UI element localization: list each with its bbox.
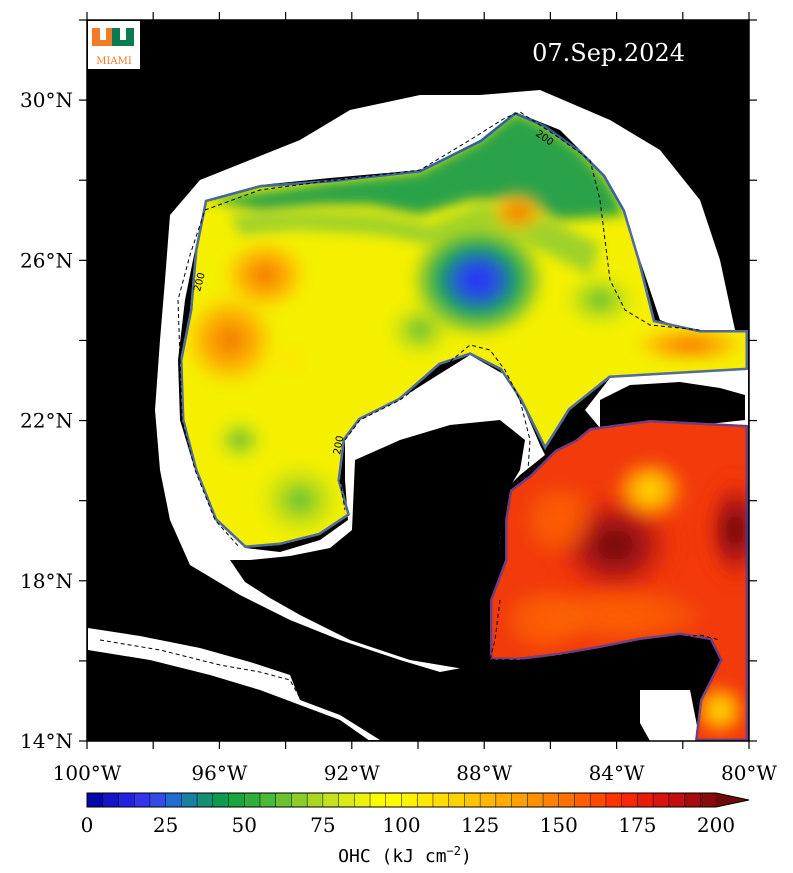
colorbar-tick-labels: 0 25 50 75 100 125 150 175 200 [81,813,735,837]
colorbar-segment [244,793,261,807]
colorbar-segment [165,793,182,807]
colorbar-segment [621,793,638,807]
lon-label: 84°W [589,761,645,785]
axis-ticks [79,12,757,749]
colorbar-segment [432,793,449,807]
latitude-labels: 14°N 18°N 22°N 26°N 30°N [20,88,73,753]
map-plot-area: 200 200 200 200 MIAMI 07.Sep.2024 [87,20,749,741]
colorbar-segment [212,793,229,807]
colorbar-segment [401,793,418,807]
colorbar-segment [684,793,701,807]
contour-label-200-south: 200 [490,658,509,669]
colorbar-title-suffix: ) [461,846,472,867]
colorbar-segment [448,793,465,807]
colorbar-tick-label: 175 [618,813,656,837]
colorbar-segment [558,793,575,807]
colorbar-segment [275,793,292,807]
colorbar-segment [417,793,434,807]
logo-green-shape [112,28,134,46]
colorbar-segment [637,793,654,807]
colorbar-segment [87,793,104,807]
longitude-labels: 100°W 96°W 92°W 88°W 84°W 80°W [53,761,778,785]
lon-label: 96°W [191,761,247,785]
colorbar-segment [668,793,685,807]
colorbar-tick-label: 25 [153,813,178,837]
colorbar-segment [197,793,214,807]
colorbar-segment [574,793,591,807]
colorbar-tick-label: 50 [232,813,257,837]
colorbar-segment [307,793,324,807]
colorbar-extend-arrow [716,793,749,807]
colorbar-title: OHC (kJ cm−2) [338,844,472,867]
colorbar-segment [605,793,622,807]
colorbar-segment [590,793,607,807]
university-logo: MIAMI [88,21,140,69]
colorbar-segment [480,793,497,807]
colorbar-title-prefix: OHC (kJ cm [338,846,446,867]
colorbar-segment [464,793,481,807]
colorbar-segment [102,793,119,807]
colorbar-segment [511,793,528,807]
colorbar-segment [700,793,717,807]
colorbar-segment [118,793,135,807]
colorbar-tick-label: 100 [382,813,420,837]
colorbar-segment [385,793,402,807]
lat-label: 14°N [20,729,73,753]
colorbar-segment [653,793,670,807]
colorbar-title-exponent: −2 [447,844,461,858]
lon-label: 80°W [721,761,777,785]
colorbar-segment [228,793,245,807]
logo-orange-shape [92,28,114,46]
colorbar-outline [86,792,750,808]
lon-label: 100°W [53,761,122,785]
contour-label-200-west: 200 [192,271,208,292]
colorbar-segment [181,793,198,807]
logo-text: MIAMI [96,56,132,67]
colorbar-segment [543,793,560,807]
colorbar-tick-label: 125 [461,813,499,837]
lon-label: 88°W [456,761,512,785]
land-masses [88,80,748,741]
lat-label: 22°N [20,409,73,433]
lat-label: 18°N [20,569,73,593]
colorbar-segment [149,793,166,807]
date-label: 07.Sep.2024 [532,39,685,67]
colorbar-segment [322,793,339,807]
colorbar [86,792,750,808]
colorbar-segment [495,793,512,807]
colorbar-tick-label: 75 [310,813,335,837]
colorbar-tick-label: 200 [697,813,735,837]
colorbar-segment [527,793,544,807]
lat-label: 26°N [20,248,73,272]
colorbar-segment [259,793,276,807]
colorbar-tick-label: 0 [81,813,94,837]
colorbar-tick-label: 150 [540,813,578,837]
contour-label-200-yucatan: 200 [332,435,346,456]
colorbar-segment [354,793,371,807]
colorbar-segment [370,793,387,807]
colorbar-segment [134,793,151,807]
colorbar-segment [291,793,308,807]
colorbar-segment [338,793,355,807]
isobath-200-contour [99,111,721,699]
lon-label: 92°W [324,761,380,785]
lat-label: 30°N [20,88,73,112]
